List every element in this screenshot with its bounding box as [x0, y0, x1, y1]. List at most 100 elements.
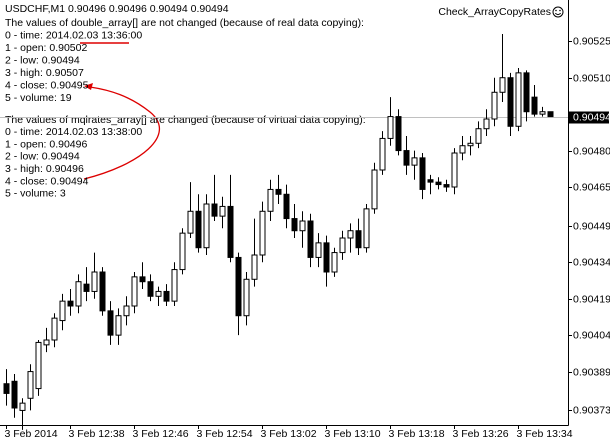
x-tick-label: 3 Feb 12:38: [69, 428, 125, 440]
candle-body: [499, 77, 506, 93]
candle-body: [347, 230, 354, 239]
candle-body: [523, 72, 530, 113]
annotation-line: 3 - high: 0.90507: [5, 67, 84, 79]
bid-label: 0.90494: [573, 111, 610, 123]
candle-body: [403, 150, 410, 166]
candle-body: [51, 317, 58, 341]
candle-body: [211, 203, 218, 217]
candle-body: [387, 116, 394, 139]
candle-body: [411, 157, 418, 166]
expert-name: Check_ArrayCopyRates: [438, 6, 551, 18]
annotation-line: 4 - close: 0.90495: [5, 79, 89, 91]
candle-body: [11, 380, 18, 409]
candle-body: [195, 210, 202, 249]
annotation-line: 0 - time: 2014.02.03 13:36:00: [5, 29, 142, 41]
candle-body: [515, 72, 522, 127]
candle-body: [315, 242, 322, 258]
candle-body: [427, 179, 434, 183]
bid-label-box: [569, 111, 609, 124]
annotation-line: 5 - volume: 19: [5, 92, 72, 104]
candle-body: [291, 218, 298, 232]
chart-title: USDCHF,M1 0.90496 0.90496 0.90494 0.9049…: [5, 3, 229, 15]
candle-body: [227, 205, 234, 258]
candle-body: [179, 232, 186, 271]
annotation-line: 5 - volume: 3: [5, 188, 66, 200]
x-tick-label: 3 Feb 2014: [5, 428, 58, 440]
y-tick-label: 0.90465: [573, 181, 610, 193]
candle-body: [467, 142, 474, 147]
x-tick-label: 3 Feb 13:18: [389, 428, 445, 440]
candle-body: [275, 188, 282, 195]
candle-body: [59, 300, 66, 322]
candle-body: [339, 237, 346, 254]
candle-body: [331, 252, 338, 273]
annotation-line: 3 - high: 0.90496: [5, 163, 84, 175]
candle-body: [299, 220, 306, 232]
candle-body: [75, 281, 82, 307]
candle-body: [35, 341, 42, 390]
annotation-line: 2 - low: 0.90494: [5, 151, 80, 163]
x-tick-label: 3 Feb 13:02: [261, 428, 317, 440]
candle-body: [491, 91, 498, 120]
candle-body: [243, 278, 250, 317]
candle-body: [283, 193, 290, 220]
candle-body: [259, 210, 266, 256]
y-tick-label: 0.90373: [573, 404, 610, 416]
candle-body: [67, 300, 74, 307]
candle-body: [155, 290, 162, 297]
candle-body: [475, 128, 482, 144]
candle-body: [443, 184, 450, 188]
y-tick-label: 0.90419: [573, 293, 610, 305]
annotation-line: The values of mqlrates_array[] are chang…: [5, 114, 366, 126]
candle-body: [107, 310, 114, 336]
y-tick-label: 0.90434: [573, 256, 610, 268]
candle-body: [539, 111, 546, 115]
y-tick-label: 0.90404: [573, 329, 610, 341]
candle-body: [163, 290, 170, 302]
candle-body: [91, 271, 98, 292]
candle-body: [451, 152, 458, 188]
candle-body: [171, 269, 178, 302]
y-tick-label: 0.90480: [573, 145, 610, 157]
candle-body: [43, 339, 50, 346]
candle-body: [187, 210, 194, 234]
candle-body: [139, 276, 146, 283]
candle-body: [3, 383, 10, 394]
candle-body: [251, 254, 258, 280]
candle-body: [395, 116, 402, 152]
annotation-line: 1 - open: 0.90496: [5, 138, 87, 150]
candle-body: [131, 276, 138, 307]
candle-body: [379, 137, 386, 171]
x-tick-label: 3 Feb 13:10: [325, 428, 381, 440]
candle-body: [27, 371, 34, 399]
candle-body: [507, 77, 514, 127]
candle-body: [419, 157, 426, 190]
candle-body: [99, 271, 106, 312]
x-tick-label: 3 Feb 12:46: [133, 428, 189, 440]
candle-body: [307, 220, 314, 258]
candle-body: [83, 283, 90, 292]
candle-body: [147, 281, 154, 297]
annotation-line: 1 - open: 0.90502: [5, 42, 87, 54]
candle-body: [371, 169, 378, 210]
candle-body: [203, 203, 210, 249]
x-tick-label: 3 Feb 12:54: [197, 428, 253, 440]
arrow-head: [84, 83, 93, 90]
candle-body: [547, 111, 554, 118]
expert-smiley: [552, 6, 564, 18]
candle-body: [115, 315, 122, 336]
y-tick-label: 0.90449: [573, 220, 610, 232]
candle-body: [355, 230, 362, 249]
candle-body: [19, 402, 26, 411]
x-tick-label: 3 Feb 13:26: [453, 428, 509, 440]
candle-body: [323, 242, 330, 273]
y-tick-label: 0.90525: [573, 35, 610, 47]
candle-body: [435, 181, 442, 186]
y-tick-label: 0.90510: [573, 72, 610, 84]
y-tick-label: 0.90389: [573, 366, 610, 378]
candle-body: [363, 208, 370, 249]
annotation-line: The values of double_array[] are not cha…: [5, 17, 364, 29]
candle-body: [219, 205, 226, 217]
